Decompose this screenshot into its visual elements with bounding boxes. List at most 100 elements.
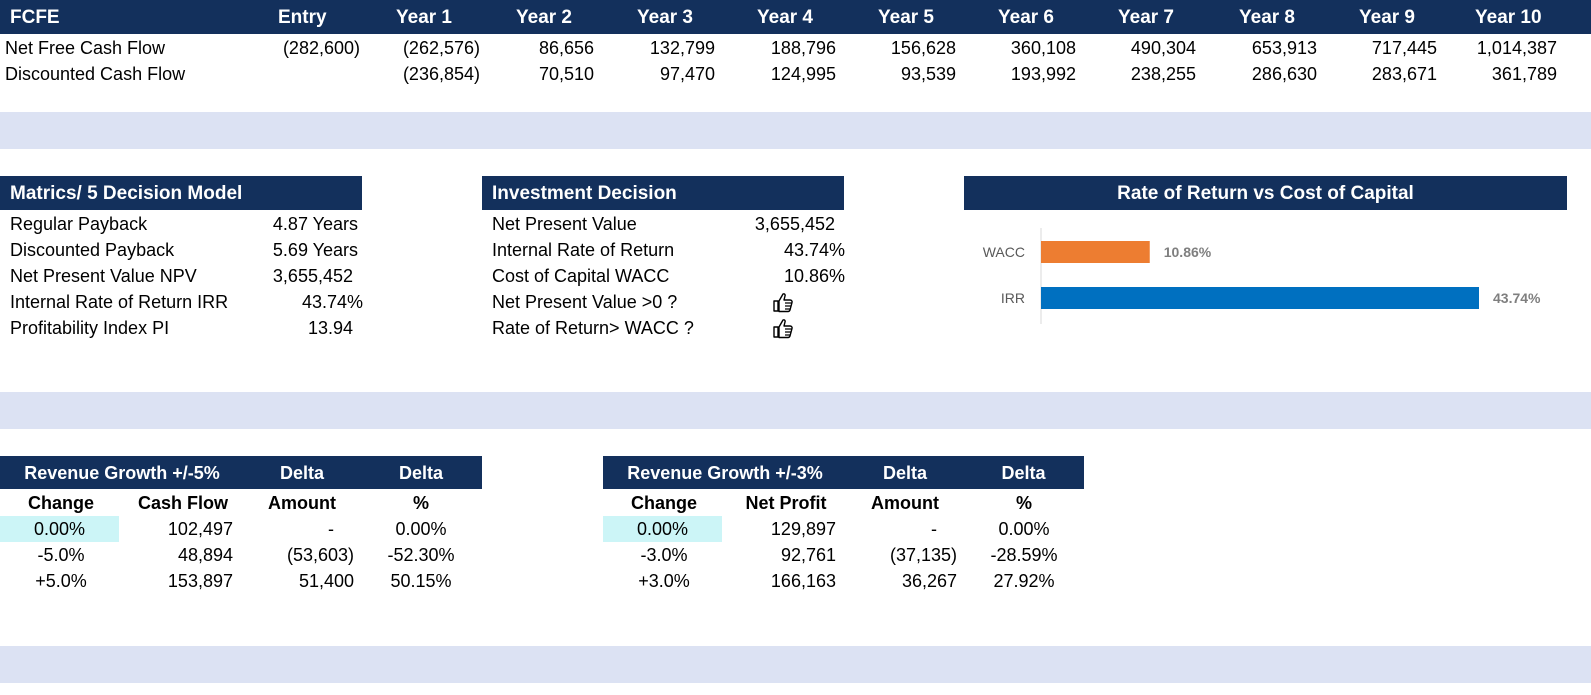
investment-label: Internal Rate of Return [492, 240, 675, 260]
sens1-subheader: Amount [268, 493, 336, 513]
sens1-cell: - [328, 519, 334, 539]
sens1-header-delta: Delta [398, 463, 443, 483]
fcfe-header-year-5: Year 5 [878, 7, 934, 28]
sens2-subheader: % [1015, 493, 1032, 513]
fcfe-header-year-10: Year 10 [1475, 7, 1542, 28]
thumbs-up-icon [773, 319, 793, 339]
sens2-change: +3.0% [638, 571, 690, 591]
fcfe-header-year-4: Year 4 [757, 7, 813, 28]
sens1-subheader: Cash Flow [137, 493, 228, 513]
sens1-change: -5.0% [37, 545, 85, 565]
fcfe-header-year-6: Year 6 [998, 7, 1054, 28]
chart-category-label: WACC [983, 244, 1025, 260]
investment-panel-title: Investment Decision [482, 176, 844, 210]
sens2-cell: 92,761 [780, 545, 836, 565]
metrics-panel-title: Matrics/ 5 Decision Model [0, 176, 362, 210]
investment-label: Net Present Value [492, 214, 637, 234]
fcfe-cell: 86,656 [538, 38, 594, 58]
fcfe-header-row: FCFE Entry Year 1 Year 2 Year 3 Year 4 Y… [0, 0, 1591, 34]
sens1-cell: 51,400 [298, 571, 354, 591]
metric-value: 4.87 Years [272, 214, 358, 234]
sens2-cell: (37,135) [889, 545, 957, 565]
fcfe-cell: 238,255 [1130, 64, 1196, 84]
fcfe-cell: 188,796 [770, 38, 836, 58]
sens2-header-delta: Delta [882, 463, 927, 483]
investment-label: Rate of Return> WACC ? [492, 318, 694, 338]
fcfe-cell: (236,854) [402, 64, 480, 84]
fcfe-cell: 361,789 [1491, 64, 1557, 84]
fcfe-cell [240, 61, 360, 87]
chart-data-label: 43.74% [1493, 290, 1541, 306]
sens1-header-delta: Delta [279, 463, 324, 483]
sens2-cell: 0.00% [998, 519, 1050, 539]
investment-value: 43.74% [783, 240, 845, 260]
sens2-header-title: Revenue Growth +/-3% [627, 463, 823, 483]
fcfe-header-year-7: Year 7 [1118, 7, 1174, 28]
metric-label: Regular Payback [10, 214, 148, 234]
sens1-header-title: Revenue Growth +/-5% [24, 463, 220, 483]
chart-bar-wacc [1041, 241, 1150, 263]
sens2-cell: 36,267 [901, 571, 957, 591]
metric-label: Profitability Index PI [10, 318, 170, 338]
metric-label: Internal Rate of Return IRR [10, 292, 229, 312]
fcfe-cell: 490,304 [1130, 38, 1196, 58]
sens2-cell: 129,897 [770, 519, 836, 539]
sens2-subheader: Change [630, 493, 697, 513]
sens1-cell: 48,894 [177, 545, 233, 565]
fcfe-cell: 286,630 [1251, 64, 1317, 84]
sens1-change-selected[interactable]: 0.00% [0, 516, 119, 542]
sens1-change: +5.0% [35, 571, 87, 591]
metric-value: 5.69 Years [272, 240, 358, 260]
fcfe-cell: (262,576) [402, 38, 480, 58]
fcfe-cell: (282,600) [282, 38, 360, 58]
metric-label: Net Present Value NPV [10, 266, 197, 286]
sens1-subheader: % [412, 493, 429, 513]
fcfe-header-year-9: Year 9 [1359, 7, 1415, 28]
sens2-cell: 166,163 [770, 571, 836, 591]
fcfe-cell: 360,108 [1010, 38, 1076, 58]
sens1-cell: 153,897 [167, 571, 233, 591]
sens1-cell: (53,603) [286, 545, 354, 565]
sens1-subheader: Change [27, 493, 94, 513]
investment-label: Cost of Capital WACC [492, 266, 670, 286]
sens2-change-selected[interactable]: 0.00% [603, 516, 722, 542]
metric-label: Discounted Payback [10, 240, 175, 260]
separator-band [0, 646, 1591, 683]
fcfe-header-year-1: Year 1 [396, 7, 452, 28]
fcfe-row-label: Net Free Cash Flow [5, 38, 166, 58]
metric-value: 3,655,452 [272, 266, 353, 286]
separator-band [0, 392, 1591, 429]
rate-of-return-chart: WACC 10.86% IRR 43.74% [983, 228, 1541, 324]
fcfe-cell: 156,628 [890, 38, 956, 58]
metric-value: 13.94 [307, 318, 353, 338]
fcfe-cell: 97,470 [659, 64, 715, 84]
fcfe-header-year-8: Year 8 [1239, 7, 1295, 28]
sens2-cell: -28.59% [990, 545, 1058, 565]
fcfe-header-entry: Entry [278, 7, 327, 28]
fcfe-header-year-3: Year 3 [637, 7, 693, 28]
separator-band [0, 112, 1591, 149]
metric-value: 43.74% [301, 292, 363, 312]
fcfe-cell: 93,539 [900, 64, 956, 84]
fcfe-cell: 70,510 [538, 64, 594, 84]
fcfe-cell: 132,799 [649, 38, 715, 58]
investment-label: Net Present Value >0 ? [492, 292, 678, 312]
sens1-cell: 50.15% [390, 571, 452, 591]
sens2-header-delta: Delta [1001, 463, 1046, 483]
fcfe-cell: 283,671 [1371, 64, 1437, 84]
sens2-header-row: Revenue Growth +/-3% Delta Delta [603, 456, 1084, 489]
sens1-cell: -52.30% [387, 545, 455, 565]
chart-data-label: 10.86% [1164, 244, 1212, 260]
sens2-subheader: Net Profit [745, 493, 827, 513]
sens1-cell: 102,497 [167, 519, 233, 539]
fcfe-header-label: FCFE [10, 7, 60, 28]
sens2-cell: - [931, 519, 937, 539]
fcfe-row-label: Discounted Cash Flow [5, 64, 186, 84]
investment-value: 10.86% [783, 266, 845, 286]
investment-value: 3,655,452 [754, 214, 835, 234]
chart-bar-irr [1041, 287, 1479, 309]
chart-title: Rate of Return vs Cost of Capital [964, 176, 1567, 210]
sens2-subheader: Amount [871, 493, 939, 513]
sens1-header-row: Revenue Growth +/-5% Delta Delta [0, 456, 482, 489]
thumbs-up-icon [773, 293, 793, 313]
